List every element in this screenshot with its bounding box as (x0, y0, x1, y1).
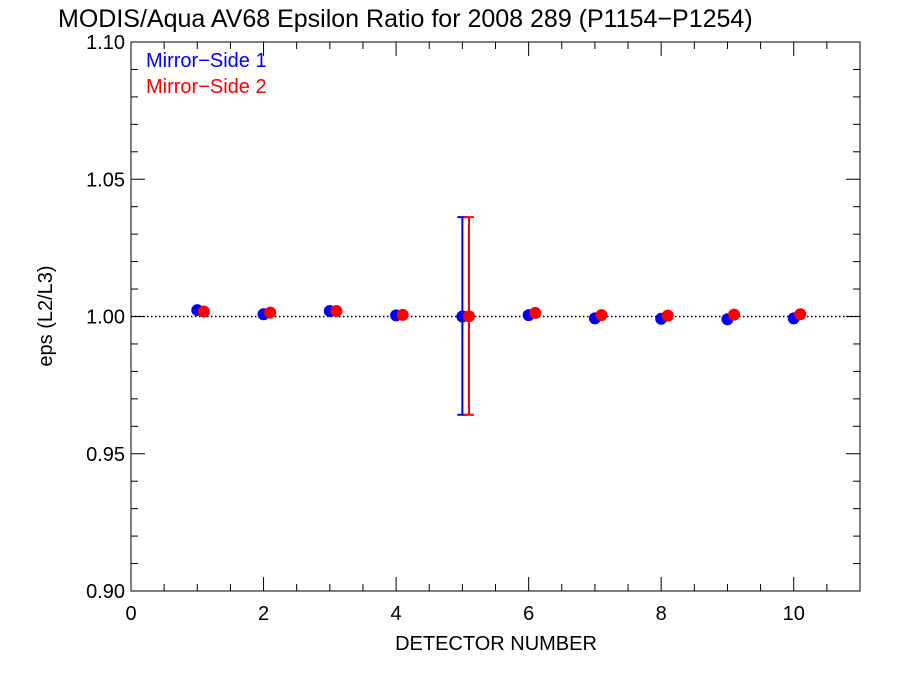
legend-entry: Mirror−Side 2 (146, 76, 267, 98)
x-tick-label: 2 (258, 603, 269, 625)
legend: Mirror−Side 1 Mirror−Side 2 (146, 50, 267, 98)
y-tick-label: 0.95 (86, 444, 125, 466)
x-tick-label: 4 (391, 603, 402, 625)
x-tick-label: 8 (656, 603, 667, 625)
data-point (661, 309, 674, 322)
data-point (396, 308, 409, 321)
legend-entry: Mirror−Side 1 (146, 50, 267, 72)
x-tick-label: 6 (523, 603, 534, 625)
data-point (728, 308, 741, 321)
data-points (191, 304, 807, 326)
data-point (595, 309, 608, 322)
data-point (462, 310, 475, 323)
data-point (264, 306, 277, 319)
y-tick-label: 1.05 (86, 169, 125, 191)
y-tick-label: 0.90 (86, 581, 125, 603)
x-tick-label: 0 (125, 603, 136, 625)
tick-labels: 0 2 4 6 8 10 0.90 0.95 1.00 1.05 1.10 (86, 32, 805, 625)
chart-title: MODIS/Aqua AV68 Epsilon Ratio for 2008 2… (58, 5, 753, 33)
data-point (529, 306, 542, 319)
x-tick-label: 10 (783, 603, 805, 625)
data-point (330, 305, 343, 318)
tick-marks (130, 41, 860, 592)
y-tick-label: 1.00 (86, 307, 125, 329)
y-axis-label: eps (L2/L3) (35, 265, 57, 366)
x-axis-label: DETECTOR NUMBER (395, 633, 597, 655)
data-point (197, 305, 210, 318)
data-point (794, 308, 807, 321)
y-tick-label: 1.10 (86, 32, 125, 54)
